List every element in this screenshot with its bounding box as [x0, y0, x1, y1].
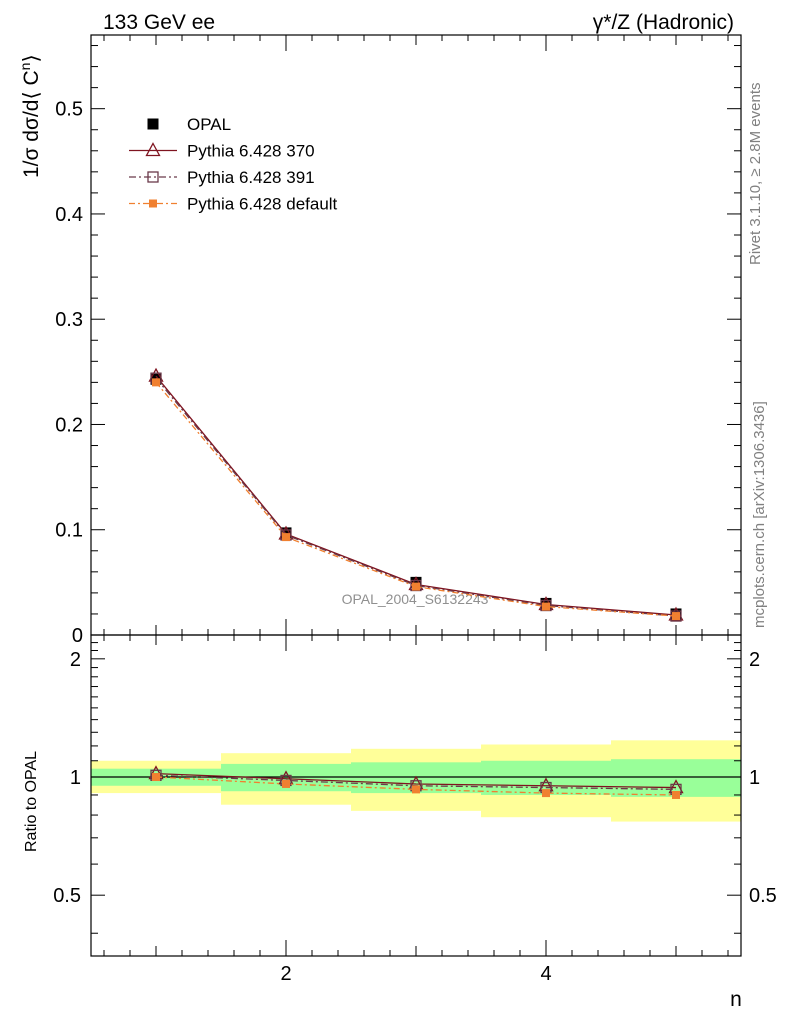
main-y-tick-label: 0.1: [55, 520, 83, 542]
main-series-2-line: [155, 377, 677, 617]
legend-marker: [149, 199, 157, 208]
main-y-axis-title-text: 1/σ dσ/d⟨ C: [20, 70, 43, 178]
ratio-series-2-line: [155, 776, 677, 796]
ratio-band-inner: [611, 759, 741, 797]
main-series-3-point: [412, 582, 420, 591]
axes-frames: 0 0.1 0.2 0.3 0.4 0.5 2 4 0.5 0.5 1 1 2 2: [53, 34, 777, 985]
ratio-series-2-point: [542, 789, 550, 798]
ratio-y-tick-label: 2: [70, 649, 81, 671]
ratio-y-tick-label: 0.5: [53, 885, 81, 907]
ratio-series-2-point: [282, 779, 290, 788]
main-y-axis-title: 1/σ dσ/d⟨ Cn⟩: [17, 54, 43, 178]
ratio-series-2-point: [672, 790, 680, 799]
legend-marker: [147, 118, 159, 130]
ratio-y-tick-label-right: 2: [749, 649, 760, 671]
legend-label: OPAL: [187, 115, 231, 134]
main-y-tick-label: 0.2: [55, 414, 83, 436]
legend-label: Pythia 6.428 default: [187, 195, 338, 214]
x-axis-title: n: [730, 988, 742, 1011]
rivet-version-label: Rivet 3.1.10, ≥ 2.8M events: [747, 83, 764, 266]
x-tick-label: 4: [540, 963, 551, 985]
mcplots-label: mcplots.cern.ch [arXiv:1306.3436]: [751, 401, 768, 628]
main-y-axis-title-tail: ⟩: [20, 54, 43, 62]
ratio-series-0-line: [155, 772, 677, 789]
ratio-y-tick-label-right: 1: [749, 767, 760, 789]
main-y-tick-label: 0: [72, 625, 83, 647]
main-y-tick-label: 0.5: [55, 99, 83, 121]
legend-marker: [145, 142, 161, 157]
legend-label: Pythia 6.428 391: [187, 168, 315, 187]
ratio-series-group: [148, 765, 684, 799]
main-y-tick-label: 0.3: [55, 309, 83, 331]
main-series-0-point: [410, 576, 422, 588]
main-series-3-point: [152, 378, 160, 387]
legend-marker: [147, 171, 159, 183]
main-series-0-point: [280, 527, 292, 539]
main-series-3-point: [542, 602, 550, 611]
ratio-series-2-point: [412, 785, 420, 794]
main-series-group: [148, 367, 684, 622]
main-y-axis-title-sup: n: [17, 63, 33, 71]
x-tick-label: 2: [280, 963, 291, 985]
main-series-3-point: [672, 612, 680, 621]
legend: OPAL Pythia 6.428 370 Pythia 6.428 391 Pyth…: [129, 115, 338, 214]
main-series-3-point: [282, 533, 290, 542]
legend-label: Pythia 6.428 370: [187, 142, 315, 161]
main-y-tick-label: 0.4: [55, 204, 83, 226]
ratio-y-tick-label-right: 0.5: [749, 885, 777, 907]
ratio-series-2-point: [152, 773, 160, 782]
ratio-y-axis-title: Ratio to OPAL: [23, 751, 40, 852]
ratio-y-tick-label: 1: [70, 767, 81, 789]
chart-title-right: γ*/Z (Hadronic): [593, 11, 734, 34]
chart-title-left: 133 GeV ee: [103, 11, 215, 34]
analysis-watermark: OPAL_2004_S6132243: [342, 591, 489, 607]
